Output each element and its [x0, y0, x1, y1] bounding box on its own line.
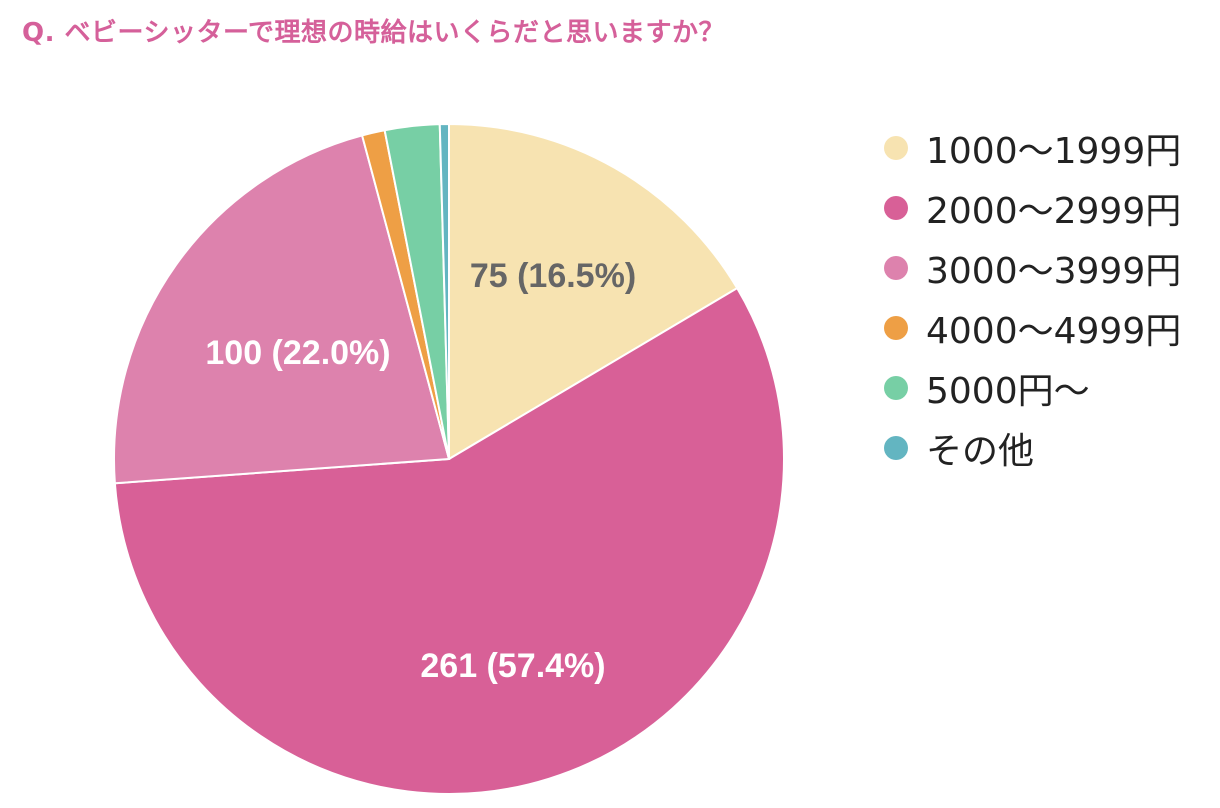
legend-label: 4000〜4999円 [926, 311, 1182, 352]
pie-slice-1 [448, 122, 739, 461]
slice-data-label-1: 75 (16.5%) [470, 257, 636, 295]
legend-swatch [884, 256, 908, 280]
slice-data-label-3: 100 (22.0%) [205, 334, 390, 372]
legend-item-6: その他 [884, 418, 1181, 478]
legend-label: 5000円〜 [926, 371, 1090, 412]
legend-swatch [884, 436, 908, 460]
legend-item-2: 2000〜2999円 [884, 178, 1181, 238]
legend-swatch [884, 316, 908, 340]
pie-slice-2 [113, 286, 785, 795]
legend-swatch [884, 196, 908, 220]
legend-label: 3000〜3999円 [926, 251, 1182, 292]
legend-swatch [884, 376, 908, 400]
legend-swatch [884, 136, 908, 160]
legend-label: その他 [926, 431, 1035, 472]
legend-item-5: 5000円〜 [884, 358, 1181, 418]
legend-item-4: 4000〜4999円 [884, 298, 1181, 358]
slice-data-label-2: 261 (57.4%) [420, 647, 605, 685]
chart-title: Q. ベビーシッターで理想の時給はいくらだと思いますか？ [22, 18, 725, 48]
legend-item-3: 3000〜3999円 [884, 238, 1181, 298]
pie-slice-3 [113, 134, 451, 485]
pie-slice-6 [438, 122, 450, 460]
legend-label: 1000〜1999円 [926, 131, 1182, 172]
chart-legend: 1000〜1999円 2000〜2999円 3000〜3999円 4000〜4999円… [884, 118, 1181, 478]
legend-item-1: 1000〜1999円 [884, 118, 1181, 178]
legend-label: 2000〜2999円 [926, 191, 1182, 232]
pie-chart: 75 (16.5%) 261 (57.4%) 100 (22.0%) [113, 122, 785, 795]
